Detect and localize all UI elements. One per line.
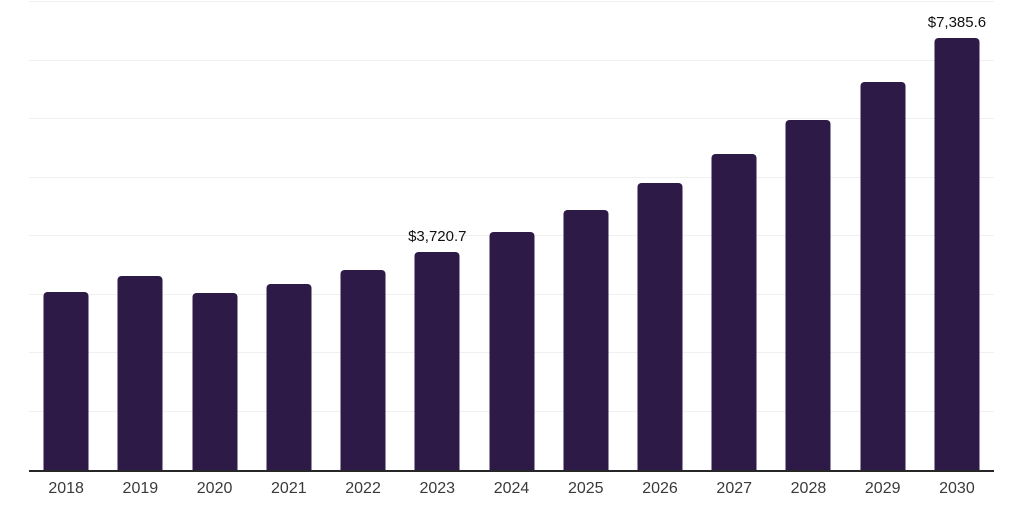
gridline-8000: [29, 1, 994, 2]
bar-slot-2028: [771, 2, 845, 470]
bar-2027: [711, 154, 757, 470]
x-axis: 2018 2019 2020 2021 2022 2023 2024 2025 2026 2027…: [29, 480, 994, 498]
bar-2029: [860, 81, 906, 470]
bar-slot-2021: [252, 2, 326, 470]
x-tick-label-2024: 2024: [493, 480, 530, 497]
plot-area: $3,720.7 $7,385.6: [29, 1, 994, 472]
bar-slot-2018: [29, 2, 103, 470]
bar-2026: [637, 183, 683, 470]
gridline-5000: [29, 176, 994, 178]
data-label-2023: $3,720.7: [408, 228, 467, 246]
data-label-2030: $7,385.6: [927, 13, 987, 31]
bar-2023: [414, 252, 460, 470]
bar-slot-2020: [177, 2, 251, 470]
x-tick-label-2022: 2022: [345, 480, 381, 497]
bar-slot-2027: [697, 2, 771, 470]
bar-slot-2030: $7,385.6: [920, 2, 994, 470]
bar-2018: [43, 291, 89, 470]
x-tick-label-2019: 2019: [122, 480, 159, 497]
bar-2028: [785, 119, 831, 470]
bar-2020: [192, 292, 238, 470]
bar-2022: [340, 269, 386, 470]
x-tick-label-2025: 2025: [567, 480, 604, 497]
bar-slot-2022: [326, 2, 400, 470]
x-tick-label-2020: 2020: [196, 480, 233, 497]
bar-slot-2029: [846, 2, 920, 470]
bar-slot-2024: [474, 2, 548, 470]
bar-2025: [563, 209, 609, 470]
bars-layer: $3,720.7 $7,385.6: [29, 2, 994, 470]
x-tick-label-2026: 2026: [642, 480, 678, 497]
bar-2019: [117, 276, 163, 470]
bar-slot-2023: $3,720.7: [400, 2, 474, 470]
bar-2021: [266, 284, 312, 470]
x-tick-label-2023: 2023: [419, 480, 456, 497]
gridline-6000: [29, 118, 994, 119]
x-tick-label-2027: 2027: [716, 480, 753, 497]
bar-slot-2019: [103, 2, 177, 470]
gridline-7000: [29, 59, 994, 61]
x-tick-label-2028: 2028: [790, 480, 827, 497]
bar-slot-2025: [549, 2, 623, 470]
bar-2030: [934, 37, 980, 470]
bar-2024: [489, 231, 535, 470]
x-tick-label-2021: 2021: [271, 480, 307, 497]
bar-slot-2026: [623, 2, 697, 470]
x-tick-label-2018: 2018: [48, 480, 84, 497]
x-tick-label-2030: 2030: [939, 480, 975, 497]
x-tick-label-2029: 2029: [864, 480, 901, 497]
